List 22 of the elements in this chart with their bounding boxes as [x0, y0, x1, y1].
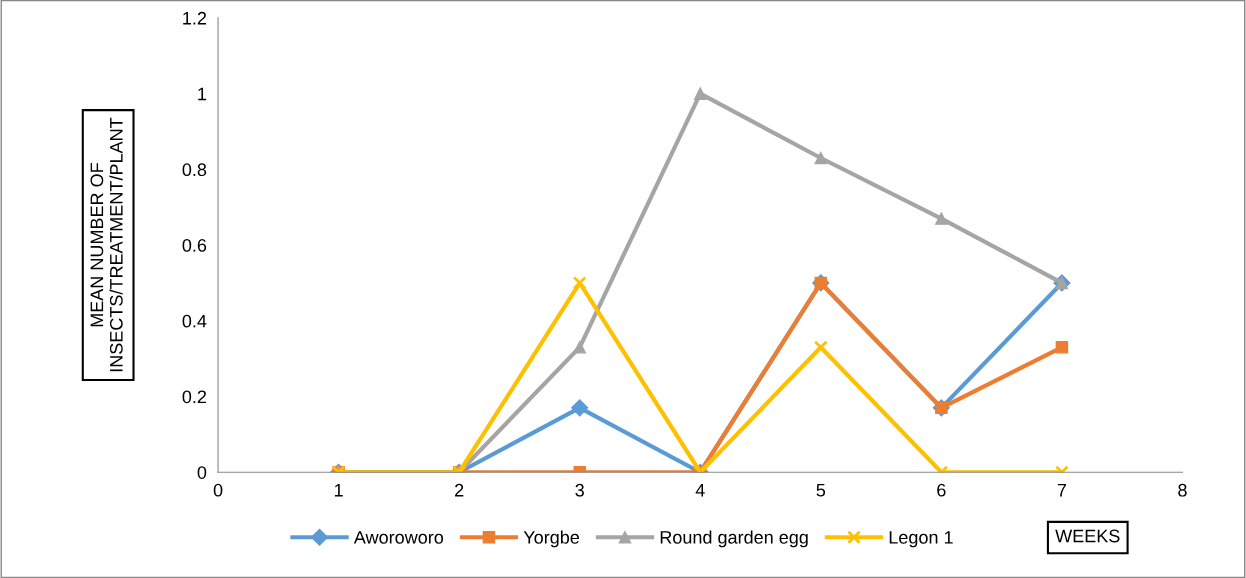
legend-label: Aworoworo [353, 531, 444, 544]
x-tick-label: 6 [937, 483, 946, 497]
x-tick-label: 0 [213, 483, 223, 497]
y-tick-label: 0.4 [182, 314, 207, 328]
x-axis-title: WEEKS [1055, 529, 1120, 543]
x-tick-label: 5 [816, 484, 826, 497]
y-tick-label: 0.2 [182, 390, 207, 404]
y-tick-label: 0.8 [182, 163, 207, 177]
x-tick-label: 1 [334, 484, 343, 497]
x-tick-label: 4 [695, 484, 705, 497]
y-axis-title: MEAN NUMBER OF INSECTS/TREATMENT/PLANT [90, 117, 123, 372]
legend-label: Round garden egg [660, 530, 808, 548]
y-tick-label: 1.2 [183, 11, 207, 25]
y-tick-label: 1 [198, 87, 207, 101]
x-tick-label: 7 [1057, 484, 1067, 497]
y-tick-label: 0.6 [182, 239, 207, 252]
y-tick-label: 0 [197, 466, 207, 479]
x-tick-label: 8 [1178, 483, 1187, 497]
legend-label: Yorgbe [523, 530, 580, 548]
legend-label: Legon 1 [889, 531, 953, 548]
x-tick-label: 2 [455, 483, 464, 497]
x-tick-label: 3 [575, 483, 584, 497]
